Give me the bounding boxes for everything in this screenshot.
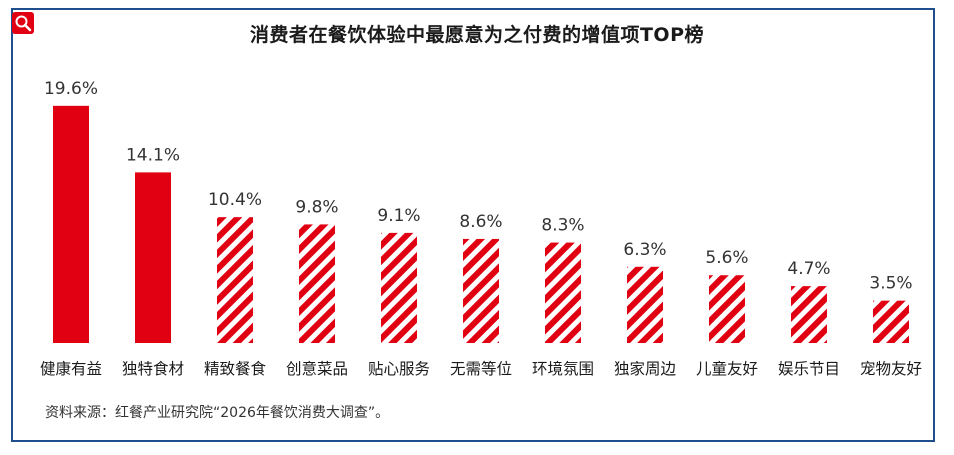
bar-2 bbox=[135, 172, 171, 343]
category-label-8: 独家周边 bbox=[614, 360, 677, 378]
bar-6 bbox=[463, 238, 499, 343]
value-label-5: 9.1% bbox=[377, 206, 420, 226]
value-label-10: 4.7% bbox=[787, 259, 830, 279]
search-logo-icon bbox=[12, 12, 34, 34]
bar-9 bbox=[709, 275, 745, 343]
bar-8 bbox=[627, 266, 663, 343]
category-label-10: 娱乐节目 bbox=[778, 360, 840, 378]
value-label-1: 19.6% bbox=[44, 79, 98, 99]
value-label-11: 3.5% bbox=[869, 274, 912, 294]
category-label-6: 无需等位 bbox=[450, 360, 512, 378]
value-label-6: 8.6% bbox=[459, 212, 502, 232]
source-note: 资料来源：红餐产业研究院“2026年餐饮消费大调查”。 bbox=[45, 405, 390, 421]
value-label-4: 9.8% bbox=[295, 197, 338, 217]
category-label-9: 儿童友好 bbox=[696, 359, 758, 378]
bar-11 bbox=[873, 300, 909, 343]
bar-5 bbox=[381, 232, 417, 343]
bar-10 bbox=[791, 286, 827, 343]
chart-title: 消费者在餐饮体验中最愿意为之付费的增值项TOP榜 bbox=[249, 24, 705, 46]
category-label-1: 健康有益 bbox=[40, 360, 102, 378]
value-label-8: 6.3% bbox=[623, 240, 666, 260]
category-label-7: 环境氛围 bbox=[532, 359, 594, 378]
category-label-11: 宠物友好 bbox=[860, 360, 922, 378]
value-label-2: 14.1% bbox=[126, 145, 180, 165]
category-label-4: 创意菜品 bbox=[286, 359, 348, 378]
bar-1 bbox=[53, 105, 89, 343]
bar-3 bbox=[217, 217, 253, 343]
value-label-9: 5.6% bbox=[705, 248, 748, 268]
value-label-3: 10.4% bbox=[208, 190, 262, 210]
bar-4 bbox=[299, 224, 335, 343]
category-label-2: 独特食材 bbox=[122, 360, 184, 378]
value-label-7: 8.3% bbox=[541, 216, 584, 236]
category-label-5: 贴心服务 bbox=[368, 360, 430, 378]
bar-7 bbox=[545, 242, 581, 343]
category-label-3: 精致餐食 bbox=[204, 360, 267, 378]
